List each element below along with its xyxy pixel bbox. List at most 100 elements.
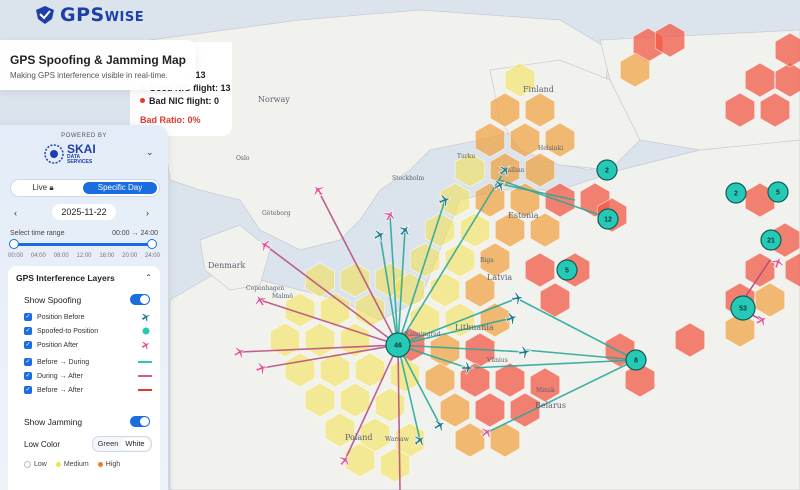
aircraft-icon[interactable] <box>232 344 248 360</box>
jamming-hex <box>439 392 471 428</box>
jamming-hex <box>744 252 776 288</box>
title-card: GPS Spoofing & Jamming Map Making GPS in… <box>0 40 196 90</box>
tick: 00:00 <box>8 253 24 259</box>
before-during-line <box>397 229 406 346</box>
aircraft-icon[interactable] <box>754 312 770 328</box>
before-during-line <box>519 299 637 361</box>
jamming-hex <box>269 322 301 358</box>
low-color-green[interactable]: Green <box>97 439 119 448</box>
aircraft-icon[interactable] <box>310 182 327 199</box>
aircraft-icon[interactable] <box>497 162 514 179</box>
page-subtitle: Making GPS interference visible in real-… <box>10 71 168 80</box>
aircraft-icon[interactable] <box>437 192 452 207</box>
aircraft-icon[interactable] <box>432 417 448 433</box>
aircraft-icon[interactable] <box>504 310 519 325</box>
checkbox[interactable]: ✓ <box>24 313 32 321</box>
aircraft-icon[interactable] <box>254 360 269 375</box>
map-label-copenhagen: Copenhagen <box>246 285 284 292</box>
layer-position-before[interactable]: ✓ Position Before <box>24 311 152 323</box>
checkbox[interactable]: ✓ <box>24 327 32 335</box>
before-during-line <box>397 199 446 346</box>
jamming-hex <box>544 182 576 218</box>
jamming-hex <box>374 387 406 423</box>
layers-header: GPS Interference Layers <box>16 273 115 283</box>
next-day-icon[interactable]: › <box>146 208 149 218</box>
provider-logo: SKAI DATA SERVICES <box>44 143 96 165</box>
low-color-white[interactable]: White <box>121 438 149 450</box>
cluster-marker[interactable]: 8 <box>625 349 647 371</box>
cluster-marker[interactable]: 46 <box>385 332 411 358</box>
aircraft-icon[interactable] <box>461 361 476 375</box>
line-icon <box>138 361 152 363</box>
cluster-marker[interactable]: 5 <box>556 259 578 281</box>
during-after-line <box>261 344 399 369</box>
aircraft-icon[interactable] <box>518 345 533 359</box>
aircraft-icon[interactable] <box>412 432 429 449</box>
chevron-up-icon[interactable]: ⌃ <box>145 273 152 282</box>
time-range-start-handle[interactable] <box>9 239 19 249</box>
cluster-marker[interactable]: 2 <box>725 182 747 204</box>
jamming-hex <box>354 352 386 388</box>
specific-day-tab[interactable]: Specific Day <box>83 182 157 194</box>
checkbox[interactable]: ✓ <box>24 386 32 394</box>
lock-icon: 🔒︎ <box>49 183 54 192</box>
aircraft-icon[interactable] <box>397 222 414 239</box>
cluster-count: 12 <box>604 217 612 224</box>
aircraft-icon[interactable] <box>372 227 388 243</box>
jamming-hex <box>619 52 651 88</box>
cluster-marker[interactable]: 21 <box>760 229 782 251</box>
jamming-toggle[interactable] <box>130 416 150 427</box>
prev-day-icon[interactable]: ‹ <box>14 208 17 218</box>
map-label-finland: Finland <box>523 85 554 94</box>
jamming-hex <box>529 367 561 403</box>
aircraft-icon[interactable] <box>770 254 785 270</box>
aircraft-layer <box>232 162 785 469</box>
during-after-line <box>239 344 399 353</box>
layer-during-after[interactable]: ✓ During → After <box>24 370 152 382</box>
checkbox[interactable]: ✓ <box>24 358 32 366</box>
time-range-end-handle[interactable] <box>147 239 157 249</box>
checkbox[interactable]: ✓ <box>24 372 32 380</box>
map-label-belarus: Belarus <box>535 401 566 410</box>
jamming-hex <box>319 292 351 328</box>
cluster-marker[interactable]: 53 <box>730 295 756 321</box>
cluster-marker[interactable]: 12 <box>597 208 619 230</box>
layer-spoofed-to[interactable]: ✓ Spoofed-to Position <box>24 325 152 337</box>
layer-position-after[interactable]: ✓ Position After <box>24 339 152 351</box>
cluster-marker[interactable]: 2 <box>596 159 618 181</box>
tick: 24:00 <box>144 253 160 259</box>
jamming-hex <box>784 252 800 288</box>
before-during-line <box>397 344 421 441</box>
aircraft-icon[interactable] <box>479 424 496 441</box>
aircraft-icon[interactable] <box>337 452 354 469</box>
checkbox[interactable]: ✓ <box>24 341 32 349</box>
app-logo: GPSWISE <box>34 4 144 26</box>
tick: 12:00 <box>76 253 92 259</box>
aircraft-icon[interactable] <box>382 207 398 223</box>
cluster-layer[interactable]: 2 12 5 46 8 2 5 21 53 <box>385 159 789 371</box>
time-range-track[interactable] <box>13 243 152 246</box>
line-icon <box>138 389 152 391</box>
layer-before-after[interactable]: ✓ Before → After <box>24 384 152 396</box>
date-field[interactable]: 2025-11-22 <box>52 204 116 220</box>
aircraft-icon[interactable] <box>252 292 268 308</box>
jamming-hex <box>474 392 506 428</box>
aircraft-icon[interactable] <box>511 291 526 305</box>
during-after-line <box>344 344 399 461</box>
aircraft-icon[interactable] <box>492 177 508 193</box>
map-label-poland: Poland <box>345 433 372 442</box>
spoofing-toggle[interactable] <box>130 294 150 305</box>
jamming-hex <box>479 302 511 338</box>
before-during-line <box>389 214 399 346</box>
aircraft-icon[interactable] <box>257 237 273 253</box>
jamming-hex <box>439 182 471 218</box>
layer-before-during[interactable]: ✓ Before → During <box>24 356 152 368</box>
map-label-layer: Norway Finland Denmark Estonia Latvia Li… <box>208 85 566 443</box>
collapse-chevron-icon[interactable]: ⌄ <box>146 147 154 157</box>
live-mode-tab[interactable]: Live 🔒︎ <box>32 183 54 192</box>
legend-low: Low <box>24 461 47 468</box>
before-during-line <box>469 359 637 369</box>
bad-ratio: Bad Ratio: 0% <box>140 115 201 125</box>
cluster-marker[interactable]: 5 <box>767 181 789 203</box>
